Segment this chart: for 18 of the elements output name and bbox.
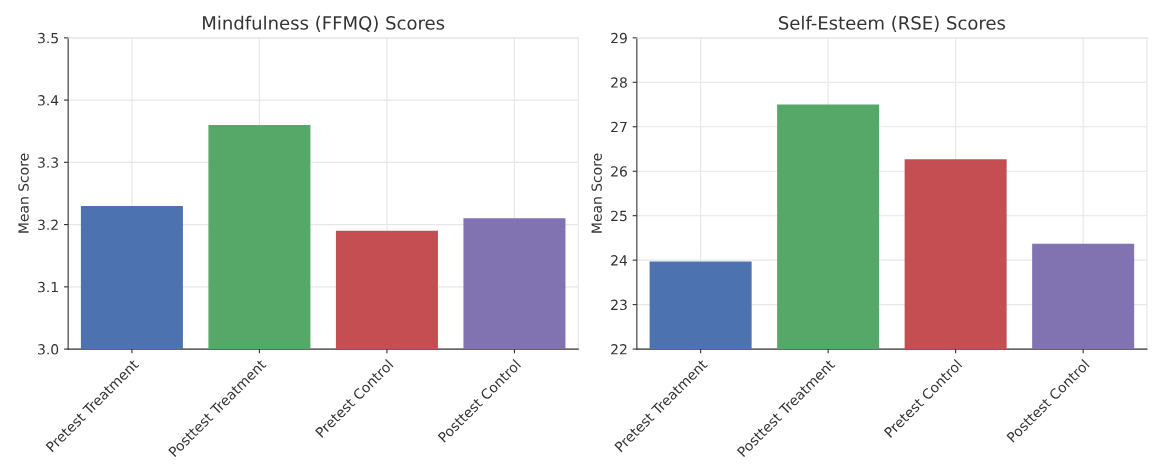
- chart-title: Mindfulness (FFMQ) Scores: [203, 15, 445, 32]
- y-axis-title: Mean Score: [591, 153, 602, 233]
- y-axis-title: Mean Score: [18, 153, 29, 233]
- y-tick-label: 3.3: [38, 157, 58, 168]
- y-tick-label: 3.1: [38, 281, 58, 293]
- y-tick-label: 24: [611, 255, 628, 266]
- y-tick-label: 28: [611, 77, 627, 88]
- y-tick-label: 25: [611, 210, 627, 222]
- chart-title: Self-Esteem (RSE) Scores: [779, 15, 1006, 32]
- y-tick-label: 3.0: [38, 344, 59, 355]
- y-tick-label: 3.5: [38, 32, 58, 44]
- y-tick-label: 29: [611, 32, 627, 44]
- y-tick-label: 3.2: [38, 219, 58, 231]
- y-tick-label: 27: [611, 121, 627, 133]
- y-tick-label: 26: [611, 166, 627, 177]
- y-tick-label: 22: [611, 344, 627, 355]
- y-tick-label: 3.4: [38, 95, 59, 106]
- y-tick-label: 23: [611, 299, 627, 311]
